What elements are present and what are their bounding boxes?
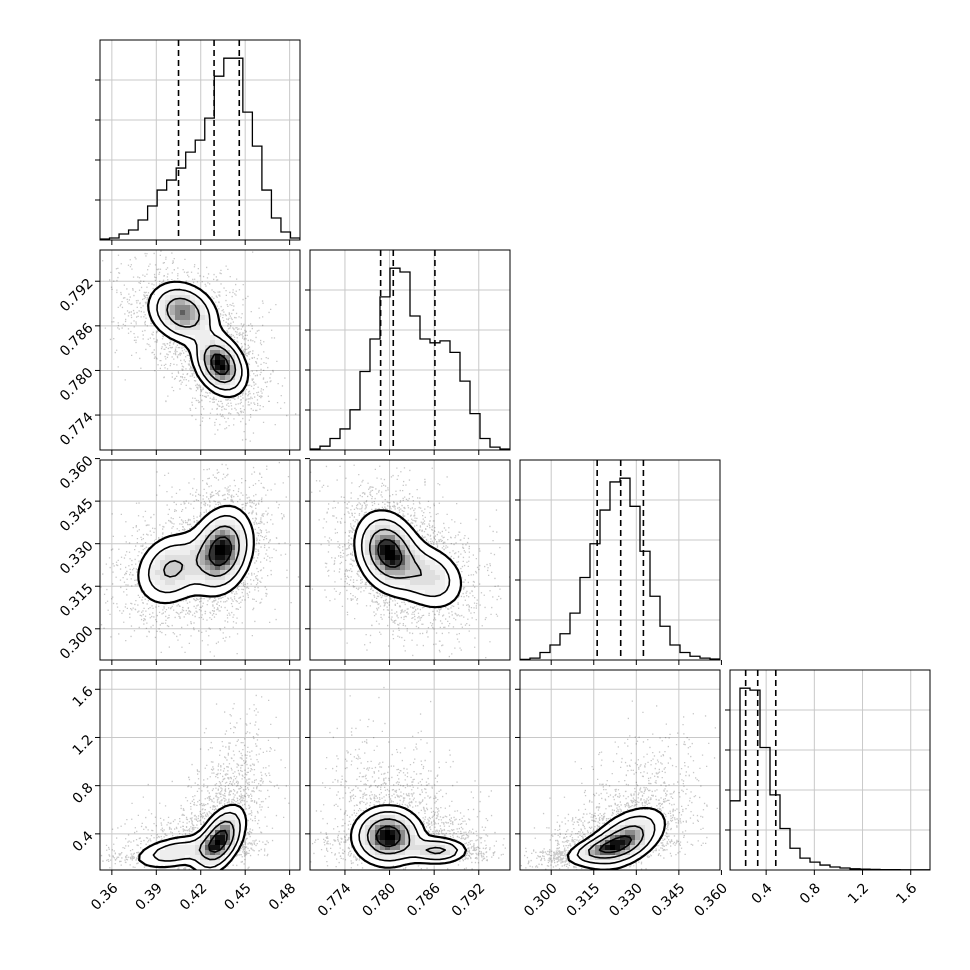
x-tick-label: 0.792 bbox=[449, 880, 489, 920]
scatter-panel-3-0: 0.4 0.8 1.2 1.6 0.36 0.39 0.42 0.45 0.48 bbox=[70, 669, 301, 914]
contour-level-1 bbox=[358, 811, 459, 862]
y-tick-label: 0.792 bbox=[57, 276, 97, 316]
contour-level-0 bbox=[353, 509, 463, 609]
contour-level-1 bbox=[147, 514, 248, 594]
histogram-panel-1 bbox=[305, 249, 511, 455]
x-tick-label: 0.315 bbox=[564, 880, 604, 920]
histogram-panel-3: 0.4 0.8 1.2 1.6 bbox=[725, 669, 931, 907]
x-tick-label: 0.36 bbox=[88, 880, 121, 913]
scatter-panel-2-1 bbox=[305, 458, 511, 665]
x-tick-label: 0.330 bbox=[606, 880, 646, 920]
panel-frame bbox=[99, 669, 301, 871]
y-tick-label: 0.4 bbox=[70, 828, 97, 855]
panel-frame bbox=[519, 459, 721, 661]
contour-level-0 bbox=[137, 504, 255, 605]
x-tick-label: 0.39 bbox=[133, 880, 166, 913]
histogram-bars bbox=[310, 267, 510, 450]
x-tick-label: 0.42 bbox=[177, 880, 210, 913]
contour-level-0 bbox=[566, 806, 666, 870]
contour-level-2 bbox=[588, 825, 645, 859]
contour-level-3 bbox=[208, 536, 232, 567]
histogram-panel-0 bbox=[95, 39, 301, 245]
x-tick-label: 0.8 bbox=[797, 880, 824, 907]
x-tick-label: 1.2 bbox=[845, 880, 872, 907]
y-tick-label: 0.345 bbox=[57, 495, 97, 535]
contour-level-3 bbox=[210, 353, 230, 375]
y-tick-label: 0.774 bbox=[57, 409, 97, 449]
contour-level-3 bbox=[375, 825, 401, 848]
contour-level-2 bbox=[198, 820, 235, 861]
panel-frame bbox=[99, 39, 301, 241]
contour-level-3 bbox=[208, 829, 228, 853]
x-tick-label: 0.774 bbox=[315, 880, 355, 920]
panel-frame bbox=[519, 669, 721, 871]
x-tick-label: 0.4 bbox=[749, 880, 776, 907]
contour-level-0 bbox=[349, 804, 468, 869]
x-tick-label: 0.300 bbox=[521, 880, 561, 920]
scatter-points bbox=[310, 464, 510, 659]
contour-level-2 bbox=[163, 525, 240, 578]
panel-frame bbox=[309, 669, 511, 871]
contour-level-1 bbox=[360, 518, 451, 598]
y-tick-label: 0.786 bbox=[57, 320, 97, 360]
y-tick-label: 0.300 bbox=[57, 623, 97, 663]
contour-level-3 bbox=[377, 538, 403, 568]
contour-level-1 bbox=[152, 811, 241, 869]
contour-level-2 bbox=[166, 297, 237, 384]
x-tick-label: 0.48 bbox=[266, 880, 299, 913]
scatter-panel-3-2: 0.300 0.315 0.330 0.345 0.360 bbox=[515, 669, 731, 920]
x-tick-label: 0.786 bbox=[404, 880, 444, 920]
contour-level-0 bbox=[147, 280, 250, 399]
scatter-panel-3-1: 0.774 0.780 0.786 0.792 bbox=[305, 669, 511, 920]
panel-frame bbox=[99, 459, 301, 661]
contour-level-2 bbox=[369, 528, 422, 579]
y-tick-label: 0.330 bbox=[57, 538, 97, 578]
contour-level-1 bbox=[156, 288, 243, 391]
histogram-panel-2 bbox=[515, 459, 722, 665]
panel-frame bbox=[729, 669, 931, 871]
y-tick-label: 0.780 bbox=[57, 365, 97, 405]
contour-level-2 bbox=[366, 818, 446, 855]
x-tick-label: 0.345 bbox=[649, 880, 689, 920]
y-tick-label: 0.360 bbox=[57, 453, 97, 493]
x-tick-label: 0.780 bbox=[360, 880, 400, 920]
contour-level-0 bbox=[138, 803, 248, 870]
y-tick-label: 1.6 bbox=[70, 684, 97, 711]
x-tick-label: 1.6 bbox=[893, 880, 920, 907]
histogram-bars bbox=[100, 57, 300, 240]
y-tick-label: 1.2 bbox=[70, 732, 97, 759]
y-tick-label: 0.8 bbox=[70, 780, 97, 807]
panel-frame bbox=[309, 249, 511, 451]
y-tick-label: 0.315 bbox=[57, 581, 97, 621]
histogram-bars bbox=[730, 687, 930, 870]
scatter-points bbox=[100, 461, 300, 657]
x-tick-label: 0.360 bbox=[691, 880, 731, 920]
panel-frame bbox=[99, 249, 301, 451]
contour-level-1 bbox=[576, 815, 656, 865]
contour-level-3 bbox=[598, 835, 633, 854]
panel-frame bbox=[309, 459, 511, 661]
x-tick-label: 0.45 bbox=[221, 880, 254, 913]
